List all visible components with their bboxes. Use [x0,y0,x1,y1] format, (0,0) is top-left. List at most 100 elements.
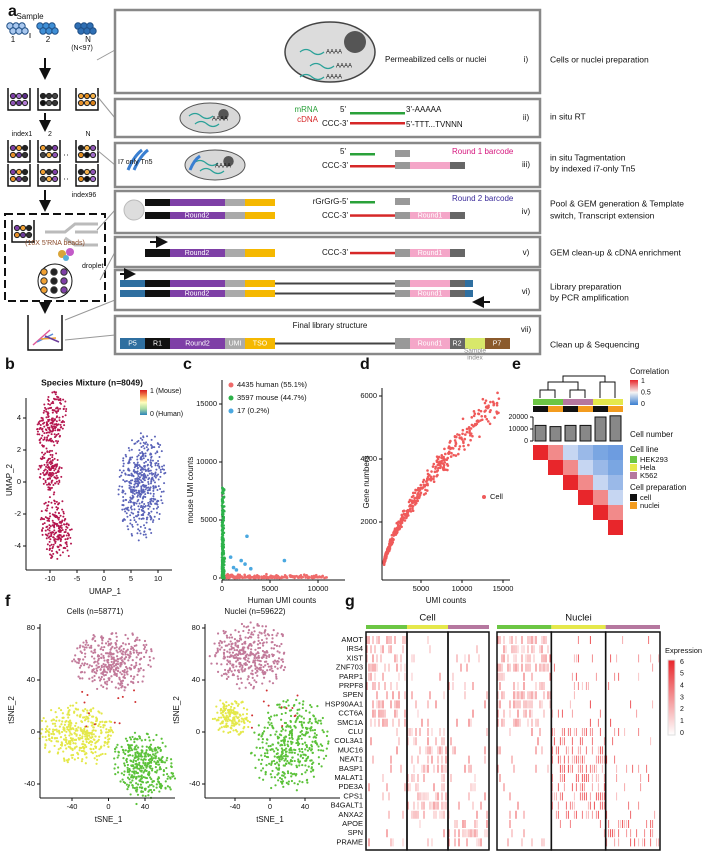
point [123,764,127,767]
point [300,720,303,724]
point [309,727,312,730]
point [298,780,301,783]
point [275,766,278,769]
cell [51,151,59,159]
point [218,644,221,647]
y-tick-label: 10000 [196,457,217,466]
connector [96,49,116,61]
point [133,508,136,511]
point [231,651,235,654]
segment [120,280,145,287]
point [283,706,286,709]
point [66,713,69,716]
point [256,643,260,646]
point [146,464,149,467]
point [55,480,58,483]
point [465,430,469,434]
point [237,671,241,674]
cell [9,168,17,176]
point [305,744,308,747]
segment [450,212,465,219]
point [242,629,245,633]
point [245,708,249,711]
point [314,736,318,739]
point [226,636,229,639]
point [271,669,274,673]
point [58,429,61,432]
point [245,626,248,629]
point [68,730,71,733]
point [137,653,140,656]
point [143,757,146,761]
point [222,705,225,708]
point [124,643,127,646]
label: CCC-3' [322,248,348,257]
point [258,776,261,779]
point [280,712,283,716]
point [138,529,141,532]
point [230,648,233,651]
point [163,482,166,485]
segment [350,122,405,125]
point [305,778,309,781]
bar [549,426,562,442]
point [56,524,59,527]
point [46,725,49,728]
point [60,466,63,469]
point [487,404,490,407]
point [233,648,236,652]
point [264,664,267,667]
point [137,454,140,457]
point [153,481,156,484]
segment [225,280,245,287]
point [249,683,253,687]
point [123,518,126,521]
point [321,744,324,747]
segment [170,338,225,349]
fragment [40,337,57,340]
point [85,639,88,642]
point [152,497,155,500]
point [97,724,100,728]
point [436,466,440,470]
point [392,531,395,535]
point [221,576,224,580]
point [38,439,41,442]
point [43,502,46,505]
point [65,408,68,411]
point [40,732,43,735]
point [465,427,469,431]
point [54,463,57,466]
cell [40,286,48,294]
segment-label: R1 [153,340,162,347]
point [155,474,158,477]
point [153,474,156,477]
point [44,730,47,734]
point [44,529,47,532]
point [141,745,144,748]
point [55,728,58,731]
point [146,780,149,784]
point [419,486,423,490]
point [55,452,58,455]
point [144,442,147,445]
point [301,703,305,706]
point [157,478,160,481]
point [302,700,305,703]
point [250,633,253,636]
point [142,509,145,512]
point [111,731,115,734]
point [78,746,81,749]
point [41,527,44,530]
point [240,622,244,626]
point [138,472,141,475]
point [50,481,53,484]
point [231,565,236,570]
point [286,760,289,763]
point [407,514,410,517]
point [129,738,133,741]
point [298,750,301,753]
connector [64,334,116,341]
point [57,507,60,510]
point [57,518,60,521]
